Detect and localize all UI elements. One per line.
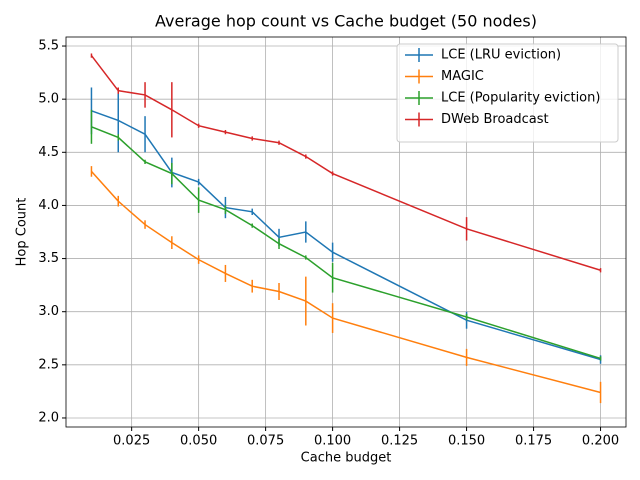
y-tick-label: 3.0 bbox=[38, 304, 59, 319]
x-tick-label: 0.150 bbox=[448, 434, 485, 449]
legend-box bbox=[396, 43, 619, 143]
y-tick-label: 2.5 bbox=[38, 357, 59, 372]
x-axis-label: Cache budget bbox=[301, 451, 392, 466]
legend-label: DWeb Broadcast bbox=[441, 112, 549, 127]
x-tick-label: 0.050 bbox=[180, 434, 217, 449]
series-line bbox=[91, 126, 601, 360]
y-tick-label: 4.5 bbox=[38, 145, 59, 160]
x-tick-label: 0.125 bbox=[381, 434, 418, 449]
x-tick-label: 0.175 bbox=[515, 434, 552, 449]
y-tick-label: 4.0 bbox=[38, 198, 59, 213]
series-line bbox=[90, 55, 601, 271]
x-tick-label: 0.025 bbox=[113, 434, 150, 449]
y-tick-label: 5.0 bbox=[38, 92, 59, 107]
y-tick-label: 2.0 bbox=[38, 410, 59, 425]
legend-label: MAGIC bbox=[441, 69, 484, 84]
legend-label: LCE (LRU eviction) bbox=[441, 48, 561, 63]
chart-title: Average hop count vs Cache budget (50 no… bbox=[155, 12, 537, 31]
series-line bbox=[90, 170, 601, 394]
y-tick-label: 5.5 bbox=[38, 39, 59, 54]
legend-label: LCE (Popularity eviction) bbox=[441, 91, 600, 106]
x-tick-label: 0.100 bbox=[314, 434, 351, 449]
plot-frame bbox=[65, 36, 627, 428]
x-tick-label: 0.075 bbox=[247, 434, 284, 449]
x-tick-label: 0.200 bbox=[582, 434, 619, 449]
y-axis-label: Hop Count bbox=[15, 198, 30, 267]
y-tick-label: 3.5 bbox=[38, 251, 59, 266]
series-line bbox=[91, 110, 601, 361]
